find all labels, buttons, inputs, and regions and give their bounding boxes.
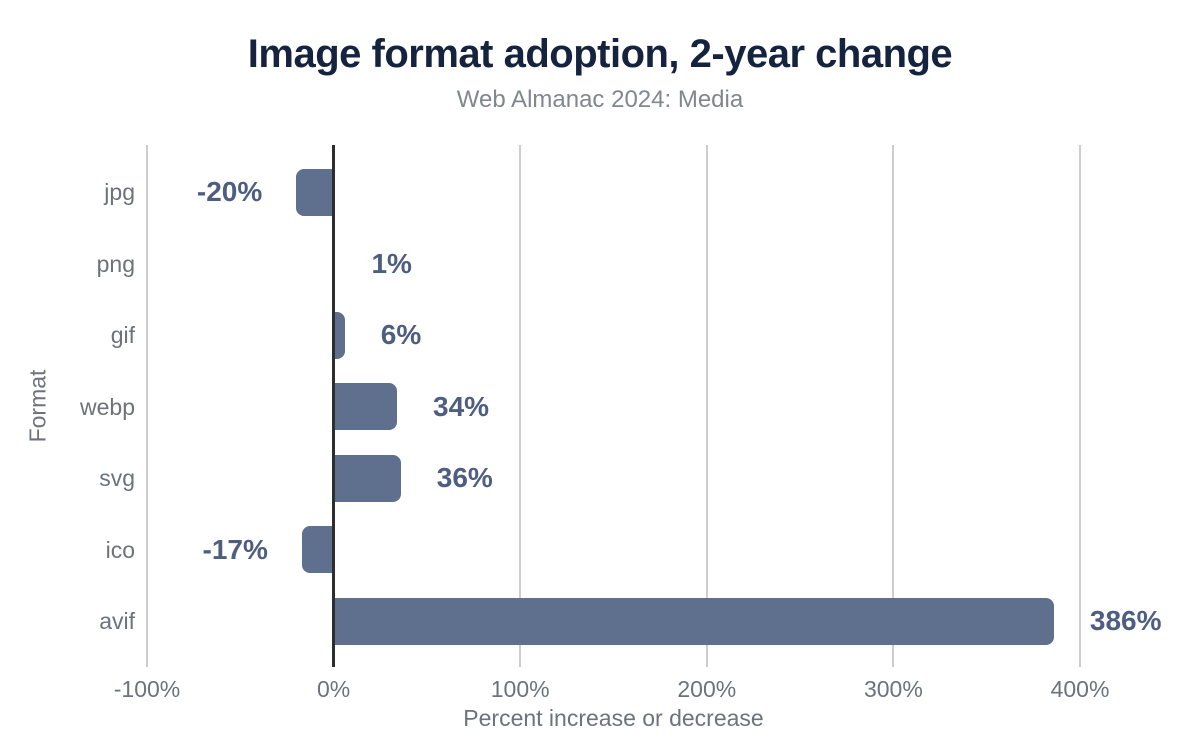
value-label-avif: 386% — [1089, 605, 1162, 636]
x-tick-label: 200% — [677, 676, 737, 702]
x-tick-label: 400% — [1050, 676, 1110, 702]
gridline — [1079, 145, 1081, 667]
x-axis-title: Percent increase or decrease — [463, 705, 764, 731]
category-label: svg — [99, 465, 135, 491]
bar-jpg — [296, 168, 334, 216]
value-label-jpg: -20% — [196, 176, 263, 207]
bar-webp — [333, 383, 398, 430]
value-label-ico: -17% — [202, 533, 268, 565]
category-label: webp — [80, 393, 135, 420]
category-label: jpg — [104, 179, 135, 205]
x-tick-label: -100% — [113, 676, 181, 702]
bar-gif — [333, 311, 345, 359]
value-label-png: 1% — [371, 247, 412, 279]
category-label: png — [96, 250, 135, 277]
category-label: ico — [105, 536, 135, 563]
bar-svg — [333, 454, 401, 502]
bar-avif — [333, 597, 1054, 645]
chart-title: Image format adoption, 2-year change — [247, 32, 953, 76]
category-label: avif — [99, 608, 135, 634]
gridline — [705, 145, 708, 667]
chart-subtitle: Web Almanac 2024: Media — [456, 86, 744, 113]
value-label-gif: 6% — [380, 319, 422, 350]
value-label-webp: 34% — [433, 390, 490, 422]
bar-ico — [301, 526, 334, 573]
gridline — [892, 145, 895, 667]
x-tick-label: 300% — [863, 676, 923, 702]
gridline — [519, 145, 522, 667]
category-label: gif — [110, 322, 135, 348]
x-tick-label: 0% — [316, 676, 351, 702]
zero-axis-line — [332, 145, 336, 667]
gridline — [146, 145, 148, 667]
x-tick-label: 100% — [490, 676, 550, 702]
value-label-svg: 36% — [436, 462, 493, 493]
